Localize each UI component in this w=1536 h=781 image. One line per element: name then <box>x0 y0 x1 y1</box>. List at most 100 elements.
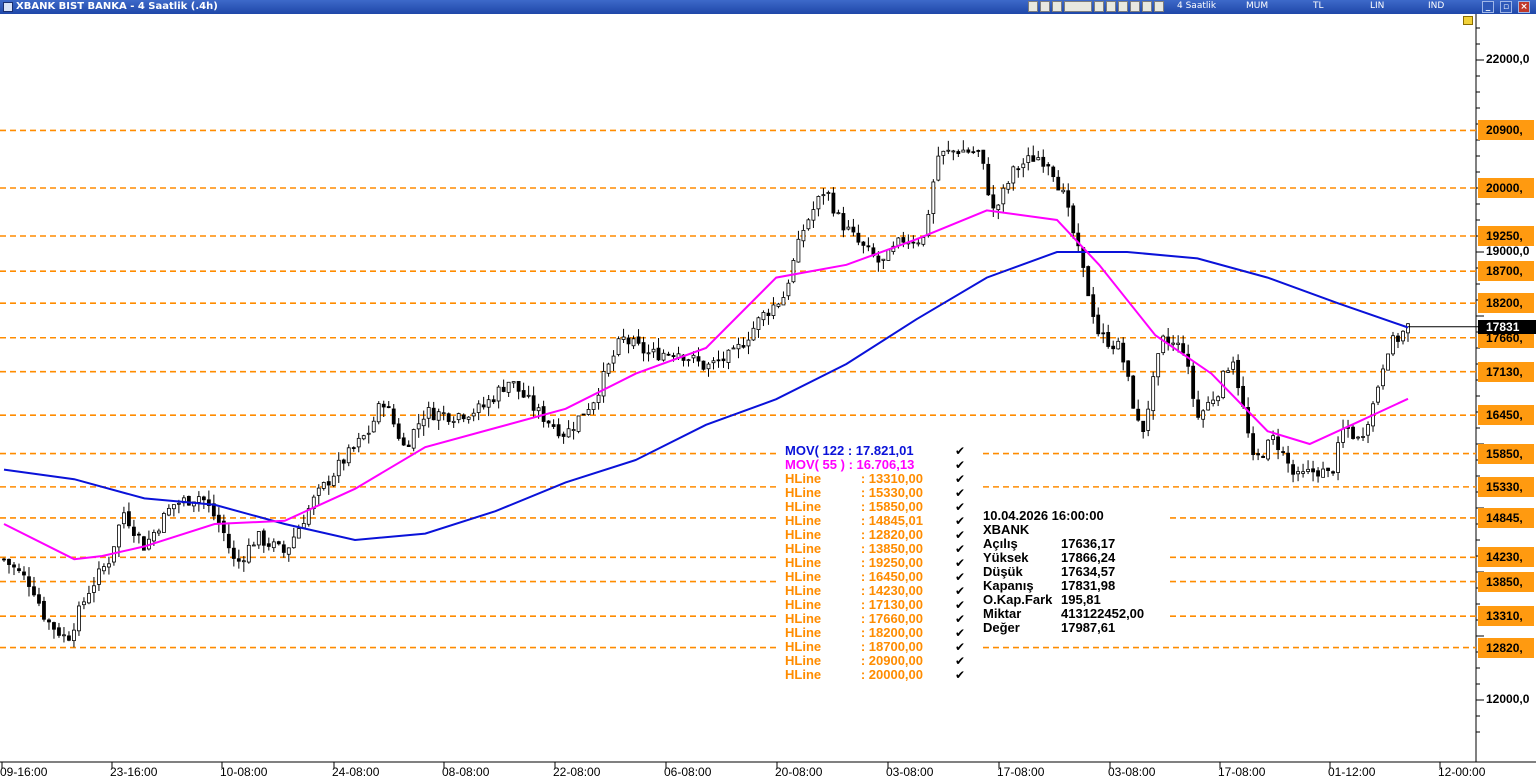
toolbar-tool-icon[interactable] <box>1064 1 1092 12</box>
candle <box>951 150 956 153</box>
candle <box>771 304 776 316</box>
candle <box>1126 360 1131 377</box>
chart-type-menu[interactable]: MUM <box>1246 1 1269 11</box>
candle <box>57 627 61 636</box>
candle <box>166 507 171 516</box>
candle <box>641 342 646 354</box>
candle <box>1011 166 1016 184</box>
toolbar-tool-icon[interactable] <box>1028 1 1038 12</box>
candle <box>1171 342 1176 345</box>
candle <box>1196 399 1201 418</box>
candle <box>486 399 491 408</box>
currency-menu[interactable]: TL <box>1313 1 1324 11</box>
scale-menu[interactable]: LIN <box>1370 1 1385 11</box>
candle <box>426 407 431 419</box>
candle <box>976 150 981 152</box>
candle <box>1361 436 1365 438</box>
toolbar-tool-icon[interactable] <box>1154 1 1164 12</box>
candle <box>107 563 111 568</box>
toolbar-tool-icon[interactable] <box>1040 1 1050 12</box>
restore-icon[interactable]: ▫ <box>1500 1 1512 13</box>
candle <box>1006 183 1011 190</box>
candle <box>886 249 891 261</box>
x-tick-label: 08-08:00 <box>442 765 490 779</box>
legend-entry: MOV( 55 ) : 16.706,13 <box>785 457 915 472</box>
candle <box>921 237 926 245</box>
candle <box>726 349 731 363</box>
candle <box>1296 471 1300 475</box>
candle <box>1341 428 1345 443</box>
candle <box>476 403 481 413</box>
candle <box>1316 470 1320 477</box>
candle <box>1051 166 1056 178</box>
candle <box>851 226 856 233</box>
toolbar-tool-icon[interactable] <box>1106 1 1116 12</box>
candle <box>866 245 871 248</box>
legend-check-icon: ✔ <box>955 542 966 556</box>
candle <box>102 566 106 572</box>
candle <box>176 502 181 505</box>
candle <box>966 149 971 153</box>
candle <box>841 213 846 231</box>
candle <box>1281 451 1285 453</box>
toolbar-tool-icon[interactable] <box>1142 1 1152 12</box>
legend-check-icon: ✔ <box>955 514 966 528</box>
candle <box>1256 453 1261 456</box>
candle <box>1186 353 1191 367</box>
candle <box>1261 455 1266 458</box>
candle <box>811 209 816 221</box>
candle <box>151 532 156 542</box>
legend-check-icon: ✔ <box>955 472 966 486</box>
toolbar-tool-icon[interactable] <box>1094 1 1104 12</box>
candle <box>77 605 81 632</box>
candle <box>901 237 906 243</box>
candle <box>122 512 126 525</box>
candle <box>531 395 536 411</box>
candle <box>2 558 6 561</box>
candle <box>1001 187 1006 205</box>
price-chart[interactable] <box>0 14 1536 781</box>
info-value: 17831,98 <box>1061 578 1116 593</box>
candle <box>1136 408 1141 421</box>
candle <box>72 629 76 642</box>
candle <box>571 429 576 432</box>
indicator-menu[interactable]: IND <box>1428 1 1445 11</box>
candle <box>386 406 391 409</box>
legend-check-icon: ✔ <box>955 556 966 570</box>
toolbar-tool-icon[interactable] <box>1130 1 1140 12</box>
legend-entry: HLine : 18700,00 <box>785 639 924 654</box>
period-menu[interactable]: 4 Saatlik <box>1177 1 1217 11</box>
close-icon[interactable]: × <box>1518 1 1530 13</box>
candle <box>306 508 311 525</box>
info-value: 17866,24 <box>1061 550 1116 565</box>
candle <box>1201 410 1206 420</box>
candle <box>1246 407 1251 434</box>
lock-icon[interactable] <box>1463 16 1473 25</box>
candle <box>321 482 326 489</box>
candle <box>596 394 601 403</box>
candle <box>636 336 641 344</box>
candle <box>132 526 136 536</box>
legend-entry: HLine : 17130,00 <box>785 597 924 612</box>
candle <box>1086 266 1091 297</box>
candle <box>401 437 406 446</box>
candle <box>1331 471 1335 474</box>
candle <box>366 432 371 435</box>
system-menu-icon[interactable] <box>3 2 13 12</box>
candle <box>1016 168 1021 171</box>
candle <box>1031 155 1036 162</box>
candle <box>221 520 226 534</box>
candle <box>1241 385 1246 407</box>
candle <box>526 394 531 397</box>
candle <box>781 297 786 306</box>
candle <box>142 536 146 551</box>
toolbar-tool-icon[interactable] <box>1052 1 1062 12</box>
candle <box>216 514 221 524</box>
candle <box>1251 433 1256 455</box>
toolbar-tool-icon[interactable] <box>1118 1 1128 12</box>
candle <box>436 411 441 421</box>
minimize-icon[interactable]: _ <box>1482 1 1494 13</box>
candle <box>1356 436 1360 439</box>
candle <box>1376 386 1380 403</box>
hline-value-label: 13850, <box>1478 571 1534 592</box>
